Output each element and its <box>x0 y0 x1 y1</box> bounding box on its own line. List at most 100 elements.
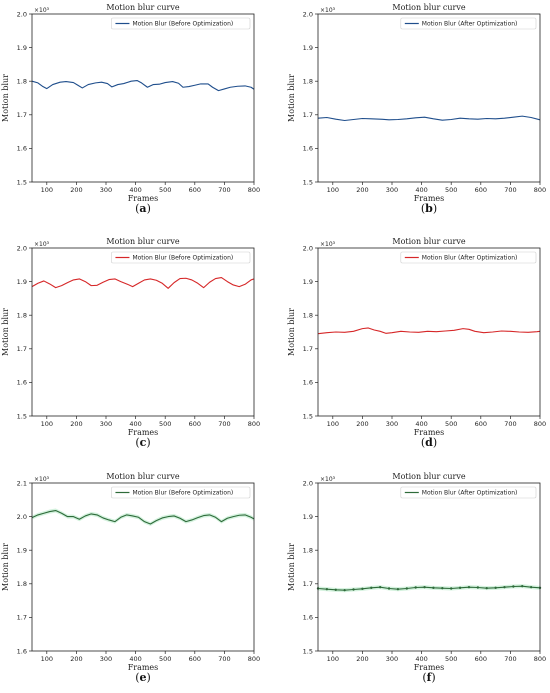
y-tick-label: 1.9 <box>303 513 313 521</box>
plot-frame <box>317 13 541 183</box>
plot-frame <box>31 247 255 417</box>
y-multiplier-label: ×10³ <box>320 241 336 248</box>
x-tick-label: 300 <box>386 420 398 428</box>
panel-caption: (f) <box>422 671 435 684</box>
chart-title: Motion blur curve <box>106 237 179 246</box>
series-point <box>334 588 337 592</box>
y-tick-label: 1.7 <box>303 345 313 353</box>
x-tick-label: 500 <box>159 655 171 663</box>
y-axis-label: Motion blur <box>1 543 10 591</box>
y-tick-label: 1.6 <box>303 145 313 153</box>
series-line <box>317 115 541 122</box>
legend: Motion Blur (Before Optimization) <box>111 486 251 499</box>
chart-title: Motion blur curve <box>392 472 465 481</box>
legend: Motion Blur (After Optimization) <box>400 251 537 264</box>
x-tick-label: 700 <box>218 186 230 194</box>
chart-panel-c: Motion blur curve ×10³ 100 200 300 400 500 600 7… <box>1 237 260 449</box>
x-tick-label: 700 <box>504 420 516 428</box>
y-axis-label: Motion blur <box>287 74 296 122</box>
panel-caption: (c) <box>135 436 150 449</box>
series-point <box>529 585 533 589</box>
caption-paren: ) <box>433 202 437 215</box>
panel-caption: (b) <box>421 202 437 215</box>
y-multiplier-label: ×10³ <box>34 7 50 14</box>
legend-entry: Motion Blur (After Optimization) <box>422 21 518 28</box>
legend-entry: Motion Blur (Before Optimization) <box>132 255 233 262</box>
x-tick-label: 400 <box>129 420 141 428</box>
legend: Motion Blur (Before Optimization) <box>111 17 251 30</box>
y-tick-label: 1.8 <box>17 312 27 320</box>
x-axis-label: Frames <box>414 663 445 672</box>
x-tick-label: 700 <box>218 420 230 428</box>
x-tick-label: 100 <box>41 420 53 428</box>
series-band <box>32 508 254 527</box>
x-tick-label: 100 <box>41 655 53 663</box>
caption-paren: ) <box>433 436 437 449</box>
y-multiplier-label: ×10³ <box>34 476 50 483</box>
x-tick-label: 200 <box>70 186 82 194</box>
y-tick-label: 1.7 <box>17 111 27 119</box>
y-tick-label: 1.5 <box>17 412 27 420</box>
chart-panel-e: Motion blur curve ×10³ 100 200 300 400 500 600 7… <box>1 472 260 684</box>
y-tick-label: 1.6 <box>17 145 27 153</box>
x-tick-label: 200 <box>356 655 368 663</box>
series-point <box>476 586 480 589</box>
y-tick-label: 1.5 <box>303 647 313 655</box>
legend-box <box>400 251 537 264</box>
x-tick-label: 800 <box>248 420 260 428</box>
x-tick-label: 600 <box>475 186 487 194</box>
x-tick-label: 700 <box>504 655 516 663</box>
x-tick-label: 300 <box>100 655 112 663</box>
y-tick-label: 2.0 <box>303 10 313 18</box>
x-axis-label: Frames <box>128 194 159 203</box>
series-line <box>31 79 255 92</box>
x-tick-label: 600 <box>189 186 201 194</box>
y-axis-label: Motion blur <box>287 308 296 356</box>
series-point <box>396 587 400 591</box>
y-tick-label: 2.0 <box>17 10 27 18</box>
series-point <box>458 586 462 590</box>
y-tick-label: 2.0 <box>17 244 27 252</box>
caption-letter: d <box>425 436 433 449</box>
x-tick-label: 500 <box>159 420 171 428</box>
caption-paren: ) <box>147 202 151 215</box>
legend-box <box>111 251 251 264</box>
series-point <box>352 588 355 591</box>
chart-panel-b: Motion blur curve ×10³ 100 200 300 400 500 600 7… <box>287 3 546 215</box>
x-tick-label: 300 <box>100 186 112 194</box>
chart-title: Motion blur curve <box>106 3 179 12</box>
series-line <box>31 509 255 525</box>
x-tick-label: 800 <box>534 655 546 663</box>
y-tick-label: 1.8 <box>303 547 313 555</box>
y-axis-label: Motion blur <box>1 74 10 122</box>
legend-entry: Motion Blur (Before Optimization) <box>132 21 233 28</box>
caption-paren: ) <box>147 671 151 684</box>
y-tick-label: 1.6 <box>303 614 313 622</box>
y-tick-label: 1.5 <box>303 412 313 420</box>
y-tick-label: 1.9 <box>17 278 27 286</box>
y-tick-label: 1.8 <box>17 580 27 588</box>
x-tick-label: 400 <box>415 186 427 194</box>
x-tick-label: 400 <box>415 655 427 663</box>
legend: Motion Blur (After Optimization) <box>400 486 537 499</box>
caption-paren: ( <box>135 202 139 215</box>
legend: Motion Blur (After Optimization) <box>400 17 537 30</box>
y-tick-label: 2.0 <box>17 513 27 521</box>
y-tick-label: 2.1 <box>17 479 27 487</box>
series-point <box>521 584 524 588</box>
x-tick-label: 300 <box>386 186 398 194</box>
legend-box <box>400 17 537 30</box>
x-tick-label: 700 <box>218 655 230 663</box>
caption-paren: ) <box>146 436 150 449</box>
caption-paren: ) <box>431 671 435 684</box>
series-point <box>414 586 417 589</box>
legend-box <box>111 17 251 30</box>
x-tick-label: 600 <box>475 420 487 428</box>
caption-letter: e <box>140 671 147 684</box>
series-point <box>387 587 391 590</box>
plot-frame <box>317 247 541 417</box>
legend-entry: Motion Blur (Before Optimization) <box>132 490 233 497</box>
y-tick-label: 1.7 <box>17 614 27 622</box>
y-multiplier-label: ×10³ <box>34 241 50 248</box>
